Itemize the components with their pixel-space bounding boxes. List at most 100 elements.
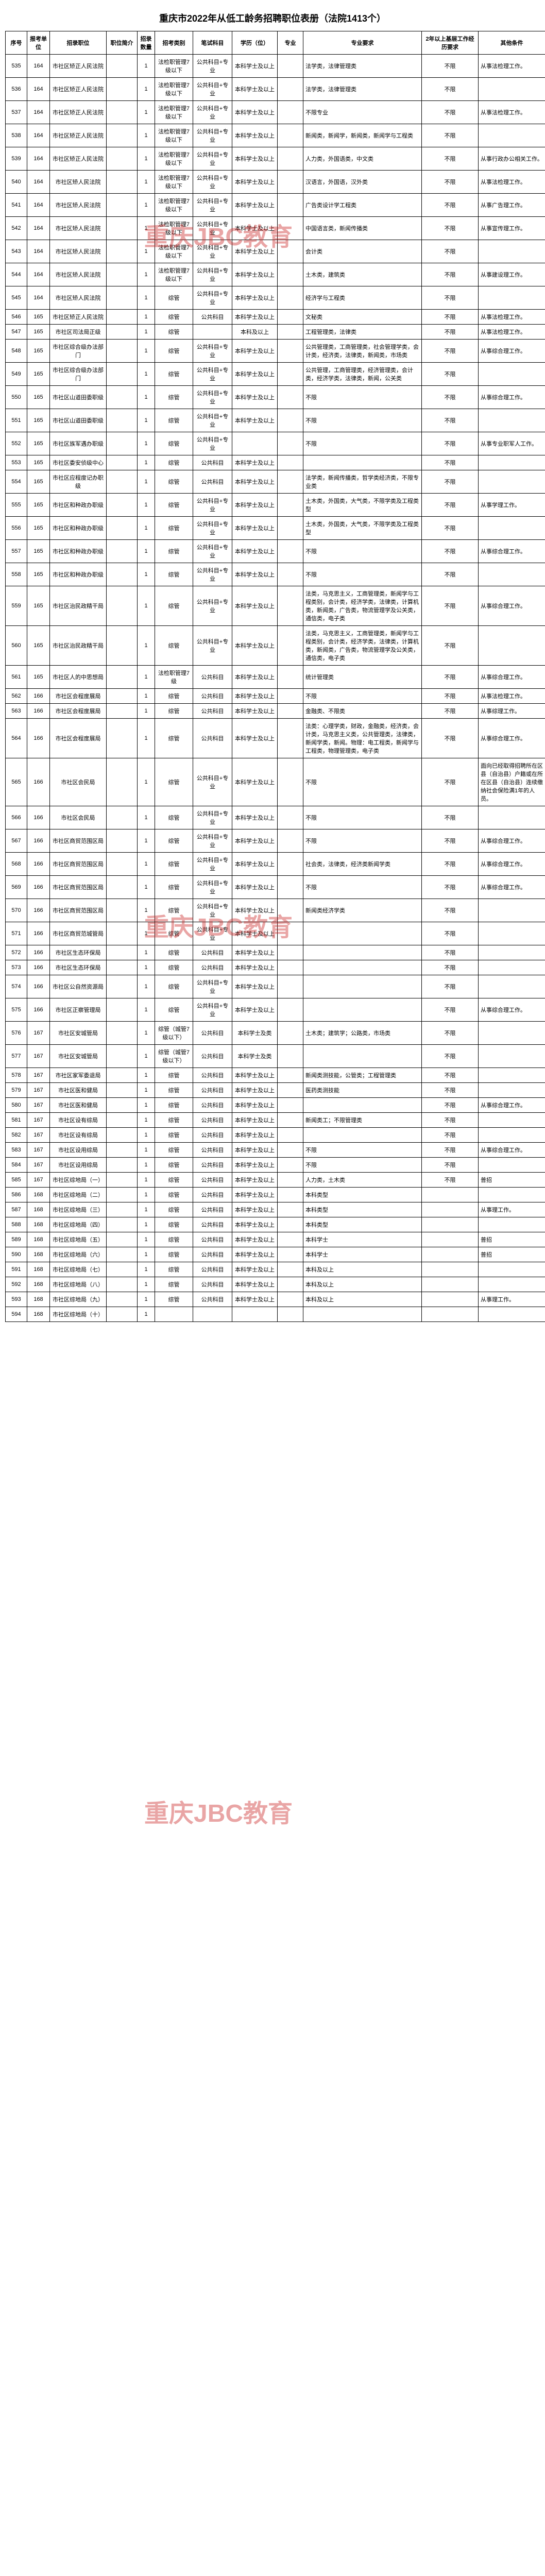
table-cell: 本科学士及类	[232, 1045, 278, 1068]
table-cell	[479, 626, 545, 666]
table-cell	[479, 1068, 545, 1083]
table-cell	[303, 945, 422, 960]
table-cell: 市社区矫人民法院	[50, 171, 107, 194]
table-cell: 不限	[303, 540, 422, 563]
table-cell	[107, 217, 138, 240]
table-cell: 市社区设用综局	[50, 1143, 107, 1158]
table-cell	[107, 998, 138, 1022]
table-cell: 公共科目	[193, 455, 232, 470]
table-cell: 167	[27, 1113, 50, 1128]
table-cell: 166	[27, 899, 50, 922]
table-cell: 167	[27, 1173, 50, 1188]
table-cell	[278, 540, 303, 563]
table-cell: 不限	[422, 806, 479, 829]
table-cell: 综管	[155, 386, 193, 409]
table-cell: 文秘类	[303, 310, 422, 325]
table-cell	[278, 1173, 303, 1188]
table-cell: 从事理工作。	[479, 1292, 545, 1307]
table-cell	[278, 1217, 303, 1232]
table-cell: 从事法检理工作。	[479, 325, 545, 340]
table-cell: 本科学士及以上	[232, 171, 278, 194]
table-cell: 585	[6, 1173, 27, 1188]
table-cell: 公共科目	[193, 1173, 232, 1188]
table-cell: 综管	[155, 1217, 193, 1232]
table-cell: 1	[138, 55, 155, 78]
table-cell: 从事综合理工作。	[479, 876, 545, 899]
table-header-row: 序号报考单位招录职位职位简介招录数量招考类别笔试科目学历（位）专业专业要求2年以…	[6, 31, 545, 55]
table-cell: 综管	[155, 340, 193, 363]
table-cell: 不限	[422, 55, 479, 78]
table-cell: 1	[138, 540, 155, 563]
table-cell: 本科学士及以上	[232, 1068, 278, 1083]
table-cell: 不限	[422, 240, 479, 263]
table-cell: 综管	[155, 829, 193, 853]
table-cell: 市社区治民政精干局	[50, 626, 107, 666]
table-cell: 综管	[155, 494, 193, 517]
table-cell: 1	[138, 1045, 155, 1068]
table-cell	[107, 1143, 138, 1158]
table-cell: 公共科目	[193, 945, 232, 960]
table-cell: 法检职管理7级以下	[155, 101, 193, 124]
table-row: 546165市社区矫正人民法院1综管公共科目本科学士及以上文秘类不限从事法检理工…	[6, 310, 545, 325]
table-cell: 公共科目	[193, 310, 232, 325]
table-cell	[303, 998, 422, 1022]
table-cell: 本科学士及以上	[232, 1113, 278, 1128]
table-row: 538164市社区矫正人民法院1法检职管理7级以下公共科目+专业本科学士及以上新…	[6, 124, 545, 147]
table-cell: 从事综合理工作。	[479, 586, 545, 626]
table-cell	[303, 1128, 422, 1143]
table-cell: 本科学士及以上	[232, 455, 278, 470]
table-cell: 165	[27, 626, 50, 666]
table-cell	[107, 829, 138, 853]
table-cell	[303, 455, 422, 470]
table-cell: 本科学士及以上	[232, 806, 278, 829]
table-cell	[278, 101, 303, 124]
table-cell	[278, 310, 303, 325]
table-cell	[107, 1247, 138, 1262]
table-cell: 综管	[155, 1098, 193, 1113]
table-cell: 市社区商贸范围区局	[50, 853, 107, 876]
table-cell: 568	[6, 853, 27, 876]
table-cell: 1	[138, 1232, 155, 1247]
table-cell	[107, 975, 138, 998]
table-cell	[278, 409, 303, 432]
table-cell: 167	[27, 1045, 50, 1068]
table-cell	[479, 1188, 545, 1202]
table-cell: 市社区综地局（二）	[50, 1188, 107, 1202]
table-cell	[278, 1188, 303, 1202]
table-cell: 市社区综地局（九）	[50, 1292, 107, 1307]
table-row: 539164市社区矫正人民法院1法检职管理7级以下公共科目+专业本科学士及以上人…	[6, 147, 545, 171]
table-cell: 166	[27, 853, 50, 876]
table-cell: 公共科目+专业	[193, 217, 232, 240]
table-cell	[107, 758, 138, 806]
table-cell: 从事综合理工作。	[479, 540, 545, 563]
table-cell: 综管	[155, 1232, 193, 1247]
table-cell	[107, 1262, 138, 1277]
table-row: 592168市社区综地局（八）1综管公共科目本科学士及以上本科及以上	[6, 1277, 545, 1292]
table-cell: 577	[6, 1045, 27, 1068]
table-cell: 从事宣传理工作。	[479, 217, 545, 240]
table-cell: 不限	[422, 853, 479, 876]
table-row: 593168市社区综地局（九）1综管公共科目本科学士及以上本科及以上从事理工作。	[6, 1292, 545, 1307]
table-cell: 本科学士及以上	[232, 1202, 278, 1217]
table-cell: 167	[27, 1068, 50, 1083]
table-cell: 市社区商贸范围区局	[50, 876, 107, 899]
table-cell: 公共科目	[193, 1202, 232, 1217]
table-cell: 公共科目+专业	[193, 286, 232, 310]
table-row: 544164市社区矫人民法院1法检职管理7级以下公共科目+专业本科学士及以上土木…	[6, 263, 545, 286]
table-cell	[107, 286, 138, 310]
table-cell: 综管	[155, 704, 193, 719]
table-cell: 综管	[155, 325, 193, 340]
table-cell	[107, 563, 138, 586]
table-cell: 市社区医和健局	[50, 1098, 107, 1113]
table-cell: 不限	[422, 1045, 479, 1068]
table-cell: 公共科目+专业	[193, 194, 232, 217]
table-cell: 土木类；建筑学；公路类，市场类	[303, 1022, 422, 1045]
table-cell: 1	[138, 363, 155, 386]
table-cell: 市社区设有综局	[50, 1113, 107, 1128]
table-cell: 591	[6, 1262, 27, 1277]
column-header: 招录职位	[50, 31, 107, 55]
table-cell: 从事综合理工作。	[479, 340, 545, 363]
table-cell	[107, 1083, 138, 1098]
table-cell: 市社区族军遇办职级	[50, 432, 107, 455]
table-cell: 1	[138, 1068, 155, 1083]
